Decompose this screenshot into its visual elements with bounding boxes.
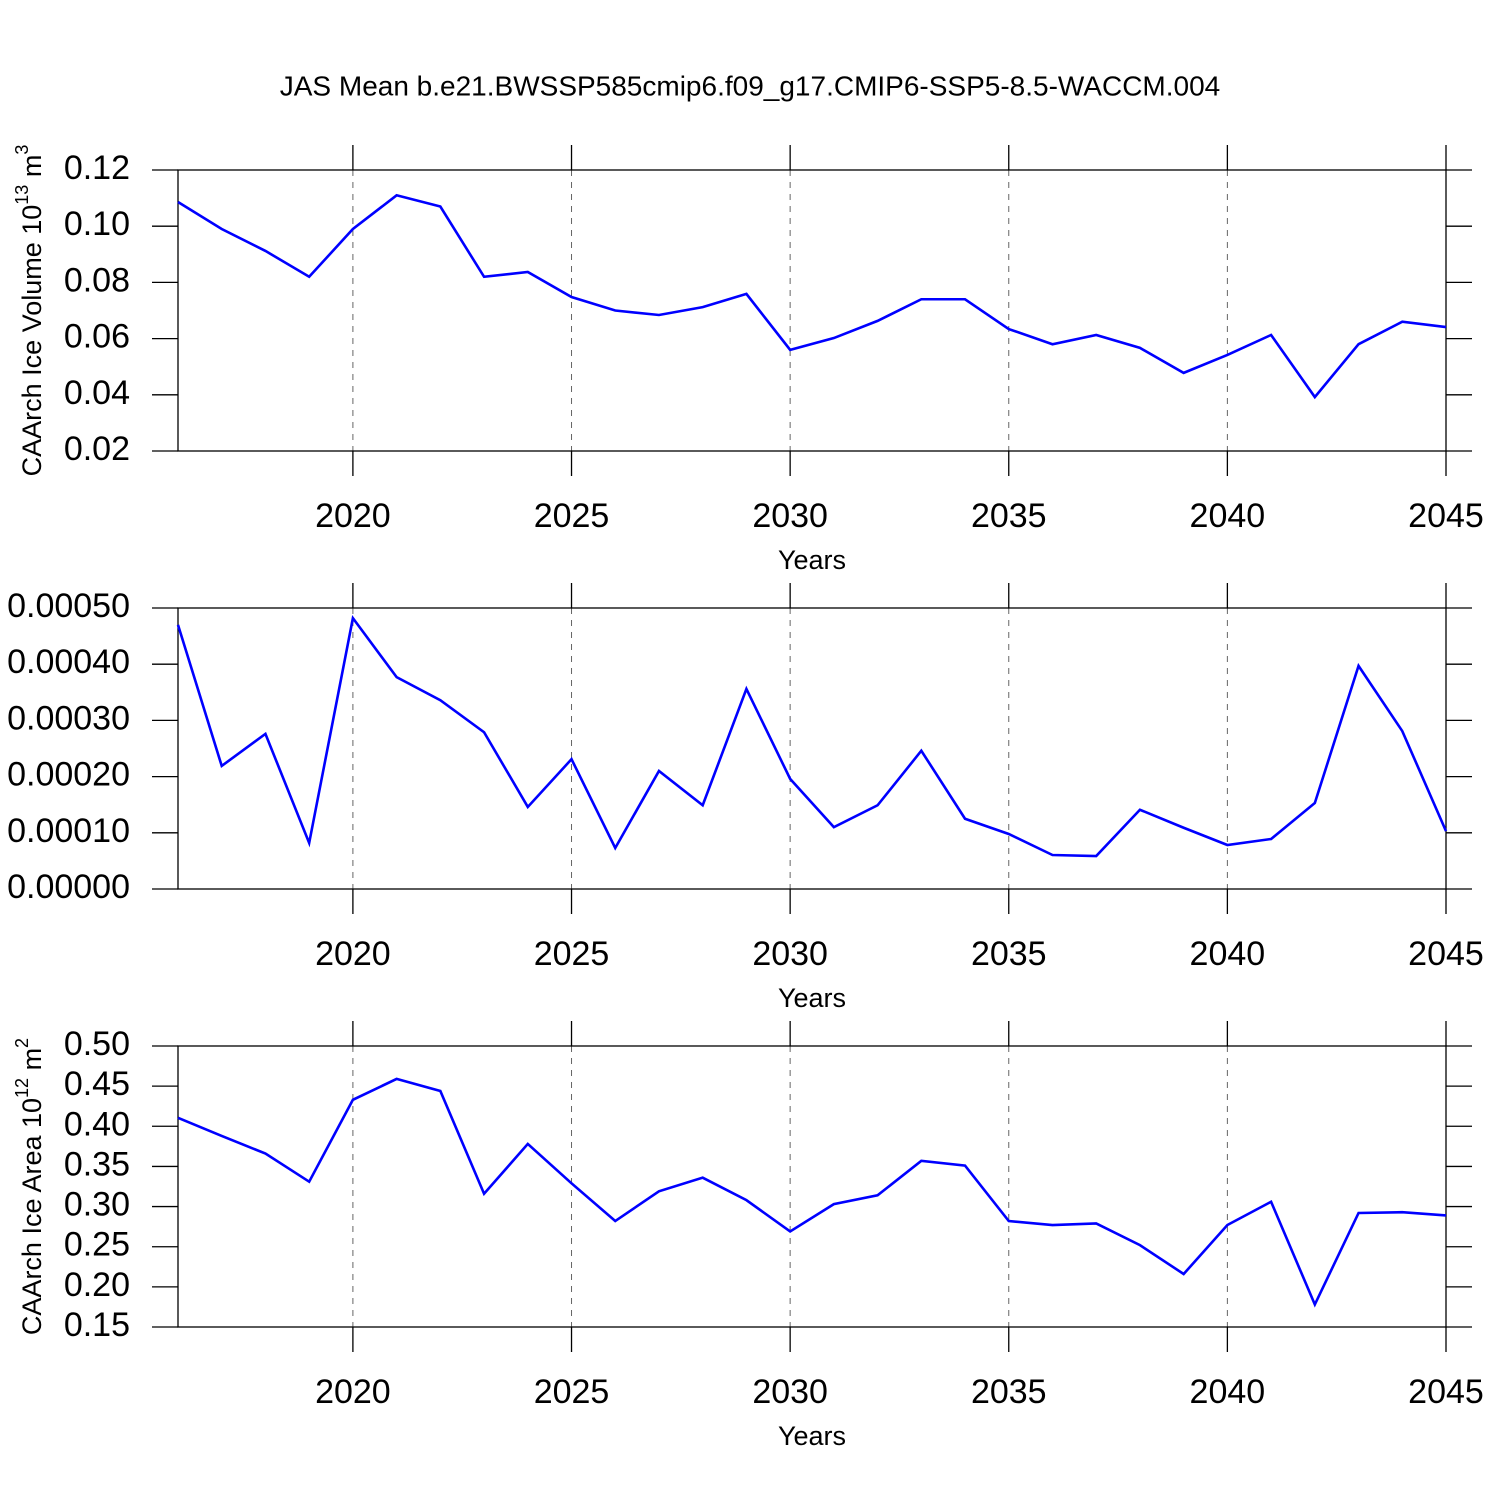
x-tick-label: 2035 <box>971 497 1047 535</box>
x-axis-title: Years <box>778 1421 846 1451</box>
y-tick-label: 0.00010 <box>7 812 130 850</box>
plot-frame <box>177 607 1447 890</box>
y-axis-title-sup: 13 <box>12 185 32 205</box>
x-tick-label: 2040 <box>1190 1373 1266 1411</box>
y-tick-label: 0.08 <box>64 261 130 299</box>
y-tick-label: 0.02 <box>64 430 130 468</box>
x-tick-label: 2035 <box>971 935 1047 973</box>
x-tick-label: 2035 <box>971 1373 1047 1411</box>
y-tick-label: 0.00030 <box>7 699 130 737</box>
y-tick-label: 0.00020 <box>7 756 130 794</box>
y-tick-label: 0.06 <box>64 318 130 356</box>
x-tick-label: 2040 <box>1190 497 1266 535</box>
y-tick-label: 0.25 <box>64 1226 130 1264</box>
x-axis-title: Years <box>778 545 846 575</box>
x-tick-label: 2020 <box>315 1373 391 1411</box>
x-tick-label: 2045 <box>1408 1373 1484 1411</box>
y-tick-label: 0.00050 <box>7 587 130 625</box>
data-line <box>176 614 1448 858</box>
y-tick-label: 0.50 <box>64 1025 130 1063</box>
y-axis-title-sup: 12 <box>12 1078 32 1098</box>
y-tick-label: 0.30 <box>64 1186 130 1224</box>
data-line <box>177 193 1447 400</box>
x-tick-label: 2020 <box>315 935 391 973</box>
y-tick-label: 0.10 <box>64 205 130 243</box>
x-tick-label: 2030 <box>752 497 828 535</box>
x-tick-label: 2045 <box>1408 497 1484 535</box>
y-axis-title: CAArch Ice Area 1012 m2 <box>12 1038 47 1335</box>
x-tick-label: 2025 <box>534 497 610 535</box>
y-tick-label: 0.00040 <box>7 643 130 681</box>
y-axis-title-part: CAArch Ice Volume 10 <box>17 205 47 477</box>
x-tick-label: 2040 <box>1190 935 1266 973</box>
y-axis-title: CAArch Ice Volume 1013 m3 <box>12 145 47 477</box>
y-tick-label: 0.00000 <box>7 868 130 906</box>
y-tick-label: 0.40 <box>64 1105 130 1143</box>
y-tick-label: 0.35 <box>64 1145 130 1183</box>
y-axis-title-sup: 2 <box>12 1038 32 1048</box>
x-tick-label: 2030 <box>752 1373 828 1411</box>
plot-frame <box>177 169 1447 452</box>
x-tick-label: 2025 <box>534 1373 610 1411</box>
x-tick-label: 2045 <box>1408 935 1484 973</box>
y-tick-label: 0.04 <box>64 374 130 412</box>
y-axis-title-part: m <box>17 1048 47 1078</box>
y-axis-title-part: CAArch Ice Area 10 <box>17 1098 47 1335</box>
y-tick-label: 0.20 <box>64 1266 130 1304</box>
x-tick-label: 2025 <box>534 935 610 973</box>
data-line <box>177 1077 1447 1308</box>
chart-title: JAS Mean b.e21.BWSSP585cmip6.f09_g17.CMI… <box>280 70 1221 101</box>
y-tick-label: 0.45 <box>64 1065 130 1103</box>
x-tick-label: 2030 <box>752 935 828 973</box>
x-axis-title: Years <box>778 983 846 1013</box>
plot-frame <box>177 1045 1447 1328</box>
y-axis-title-part: m <box>17 155 47 185</box>
x-tick-label: 2020 <box>315 497 391 535</box>
y-tick-label: 0.12 <box>64 149 130 187</box>
y-tick-label: 0.15 <box>64 1306 130 1344</box>
y-axis-title-sup: 3 <box>12 145 32 155</box>
